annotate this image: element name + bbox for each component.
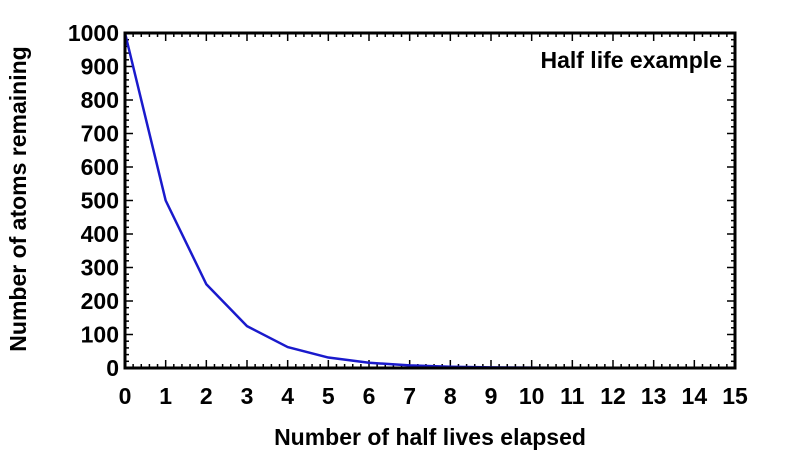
x-tick-label: 7 [403,383,416,409]
x-tick-label: 6 [363,383,376,409]
x-tick-label: 14 [682,383,708,409]
x-tick-label: 1 [159,383,172,409]
x-tick-label: 10 [519,383,545,409]
x-tick-label: 13 [641,383,667,409]
y-tick-label: 600 [81,154,119,180]
y-tick-label: 200 [81,288,119,314]
y-tick-label: 400 [81,221,119,247]
y-tick-label: 100 [81,322,119,348]
x-tick-label: 3 [241,383,254,409]
y-tick-label: 900 [81,54,119,80]
x-tick-label: 2 [200,383,213,409]
x-tick-label: 4 [281,383,294,409]
x-axis-tick-marks [124,33,736,368]
y-axis-tick-labels: 0 100 200 300 400 500 600 700 800 900 1000 [68,20,119,381]
y-tick-label: 1000 [68,20,119,46]
x-tick-label: 12 [600,383,626,409]
plot-lines [123,32,736,370]
y-axis-tick-marks [125,32,735,369]
x-axis-tick-labels: 0 1 2 3 4 5 6 7 8 9 10 11 12 13 14 15 [119,383,748,409]
x-tick-label: 9 [485,383,498,409]
chart-title: Half life example [540,47,722,73]
y-tick-label: 300 [81,255,119,281]
y-axis-title: Number of atoms remaining [5,46,31,351]
y-tick-label: 800 [81,87,119,113]
x-axis-title: Number of half lives elapsed [274,424,586,450]
y-tick-label: 700 [81,121,119,147]
plot-frame [123,31,737,370]
x-tick-label: 15 [722,383,748,409]
x-tick-label: 0 [119,383,132,409]
y-tick-label: 0 [106,355,119,381]
y-tick-label: 500 [81,188,119,214]
series-line [123,32,736,370]
x-tick-label: 5 [322,383,335,409]
x-tick-label: 11 [560,383,585,409]
x-tick-label: 8 [444,383,457,409]
